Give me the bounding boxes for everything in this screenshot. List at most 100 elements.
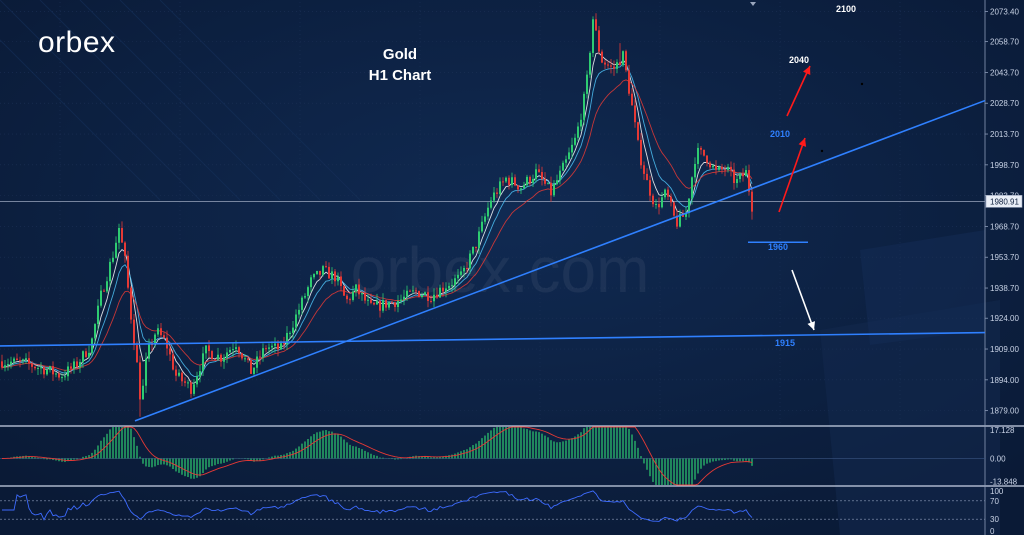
candle-body bbox=[463, 267, 465, 272]
arrow-head bbox=[803, 66, 811, 75]
candle-body bbox=[667, 189, 669, 197]
arrow-head bbox=[798, 138, 807, 147]
candle-body bbox=[505, 177, 507, 182]
candle-body bbox=[568, 152, 570, 160]
candle-body bbox=[154, 334, 156, 345]
candle-body bbox=[265, 348, 267, 350]
candle-body bbox=[520, 188, 522, 190]
candle-body bbox=[283, 343, 285, 345]
candle-body bbox=[565, 159, 567, 163]
deco-line bbox=[0, 0, 201, 201]
candle-body bbox=[52, 366, 54, 375]
candle-body bbox=[142, 385, 144, 400]
candle-body bbox=[676, 215, 678, 227]
candle-body bbox=[313, 274, 315, 278]
candle-body bbox=[61, 377, 63, 379]
candle-body bbox=[544, 179, 546, 184]
candle-body bbox=[472, 246, 474, 254]
candle-body bbox=[262, 348, 264, 358]
candle-body bbox=[322, 266, 324, 275]
candle-body bbox=[289, 332, 291, 334]
candle-body bbox=[592, 19, 594, 53]
candle-body bbox=[448, 285, 450, 289]
axis-tick-label: 1909.00 bbox=[990, 345, 1019, 354]
macd-panel bbox=[0, 426, 985, 486]
candle-body bbox=[199, 371, 201, 377]
candle-body bbox=[217, 354, 219, 360]
candle-body bbox=[229, 349, 231, 353]
candle-body bbox=[604, 62, 606, 65]
rsi-axis-label: 0 bbox=[990, 527, 995, 535]
candle-body bbox=[439, 287, 441, 298]
candle-body bbox=[700, 147, 702, 150]
candle-body bbox=[163, 335, 165, 338]
candle-body bbox=[307, 287, 309, 297]
candle-body bbox=[532, 179, 534, 183]
candle-body bbox=[331, 271, 333, 279]
candle-body bbox=[58, 373, 60, 378]
candle-body bbox=[406, 290, 408, 297]
candle-body bbox=[487, 207, 489, 217]
candle-body bbox=[724, 169, 726, 171]
candle-body bbox=[394, 302, 396, 307]
candle-body bbox=[478, 231, 480, 249]
candle-body bbox=[34, 366, 36, 369]
candle-body bbox=[409, 290, 411, 292]
candle-body bbox=[469, 253, 471, 269]
rsi-axis-label: 100 bbox=[990, 487, 1004, 496]
axis-tick-label: 2058.70 bbox=[990, 38, 1019, 47]
candle-body bbox=[364, 293, 366, 301]
candle-body bbox=[112, 257, 114, 262]
candle-body bbox=[325, 266, 327, 268]
candle-body bbox=[598, 30, 600, 52]
level-label-2010: 2010 bbox=[770, 129, 790, 139]
candle-body bbox=[517, 185, 519, 190]
candle-body bbox=[211, 351, 213, 360]
arrow-head bbox=[807, 321, 816, 330]
candle-body bbox=[715, 165, 717, 170]
watermark: orbex.com bbox=[351, 234, 650, 306]
candle-body bbox=[115, 242, 117, 258]
candle-body bbox=[415, 290, 417, 292]
candle-body bbox=[538, 169, 540, 173]
candle-body bbox=[610, 65, 612, 67]
candle-body bbox=[460, 271, 462, 275]
marker-dot bbox=[820, 149, 824, 153]
grid-lines bbox=[0, 2, 985, 425]
candle-body bbox=[175, 369, 177, 376]
candle-body bbox=[511, 177, 513, 185]
candle-body bbox=[73, 361, 75, 369]
candle-body bbox=[55, 373, 57, 375]
candle-body bbox=[727, 166, 729, 170]
candle-body bbox=[547, 182, 549, 184]
candle-body bbox=[25, 358, 27, 360]
candle-body bbox=[1, 361, 3, 368]
chart-subtitle: H1 Chart bbox=[368, 67, 432, 84]
candle-body bbox=[631, 93, 633, 106]
candle-body bbox=[484, 216, 486, 222]
candle-body bbox=[703, 149, 705, 156]
support-line-1915 bbox=[0, 331, 986, 347]
candle-body bbox=[367, 299, 369, 301]
candle-body bbox=[490, 200, 492, 208]
candle-body bbox=[397, 300, 399, 307]
candle-body bbox=[94, 324, 96, 339]
deco-shape bbox=[820, 300, 1000, 535]
arrow-down-to-1915 bbox=[791, 269, 816, 331]
candle-body bbox=[97, 305, 99, 325]
candle-body bbox=[358, 284, 360, 295]
deco-line bbox=[39, 0, 241, 201]
candle-body bbox=[346, 295, 348, 300]
candle-body bbox=[418, 290, 420, 298]
candle-body bbox=[136, 345, 138, 363]
candle-body bbox=[580, 119, 582, 127]
candle-body bbox=[697, 147, 699, 164]
candle-body bbox=[736, 179, 738, 184]
candle-body bbox=[496, 192, 498, 194]
candle-body bbox=[733, 169, 735, 184]
deco-shape bbox=[860, 230, 985, 345]
candle-body bbox=[688, 198, 690, 213]
candle-body bbox=[172, 354, 174, 370]
candle-body bbox=[259, 356, 261, 358]
candle-body bbox=[64, 376, 66, 378]
